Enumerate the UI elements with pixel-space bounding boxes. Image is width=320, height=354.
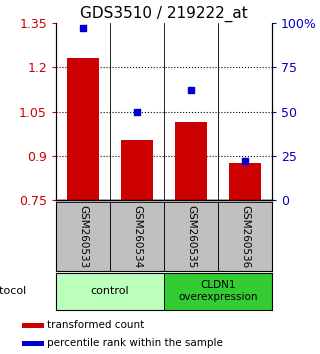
Point [188,87,194,93]
Point [134,109,140,114]
Text: control: control [91,286,129,296]
Bar [229,163,261,200]
Bar [22,341,44,346]
Text: GSM260535: GSM260535 [186,205,196,268]
Bar [121,139,153,200]
Bar [110,202,164,271]
Text: percentile rank within the sample: percentile rank within the sample [47,338,223,348]
Text: GSM260533: GSM260533 [78,205,88,268]
Bar [56,202,110,271]
Point [80,25,85,31]
Bar [164,273,272,310]
Text: CLDN1
overexpression: CLDN1 overexpression [178,280,258,302]
Title: GDS3510 / 219222_at: GDS3510 / 219222_at [80,5,248,22]
Bar [164,202,218,271]
Text: transformed count: transformed count [47,320,145,330]
Bar [218,202,272,271]
Text: protocol: protocol [0,286,26,296]
Bar [22,323,44,328]
Bar [175,122,207,200]
Text: GSM260534: GSM260534 [132,205,142,268]
Text: GSM260536: GSM260536 [240,205,250,268]
Bar [67,58,99,200]
Bar [56,273,164,310]
Point [243,158,248,164]
